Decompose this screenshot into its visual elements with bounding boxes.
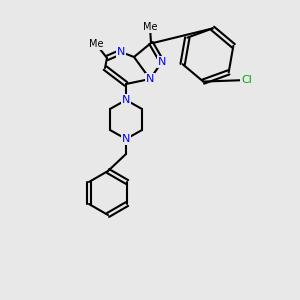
Text: Me: Me (89, 39, 103, 49)
Text: N: N (158, 57, 166, 67)
Text: N: N (122, 95, 130, 105)
Text: N: N (146, 74, 154, 84)
Text: Cl: Cl (242, 75, 252, 85)
Text: Me: Me (143, 22, 157, 32)
Text: N: N (122, 134, 130, 144)
Text: N: N (117, 47, 125, 57)
